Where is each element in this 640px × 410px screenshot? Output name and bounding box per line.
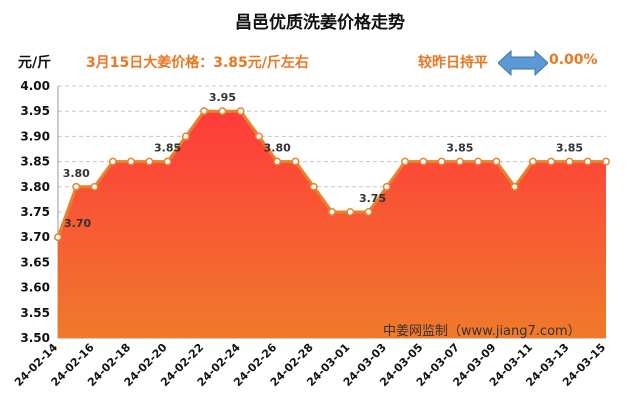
x-axis-ticks: 24-02-1424-02-1624-02-1824-02-2024-02-22… — [12, 341, 608, 389]
data-point — [437, 157, 446, 166]
data-point — [309, 182, 318, 191]
data-point — [346, 208, 355, 216]
y-tick-label: 3.90 — [20, 129, 50, 143]
double-arrow-icon — [498, 50, 548, 76]
data-point — [547, 157, 556, 166]
change-percent: 0.00% — [549, 52, 598, 68]
area-fill — [58, 111, 606, 338]
data-point — [218, 107, 227, 116]
data-point — [254, 132, 263, 141]
data-point — [474, 157, 483, 166]
y-tick-label: 3.60 — [20, 281, 50, 295]
data-label: 3.70 — [64, 217, 91, 230]
compare-label: 较昨日持平 — [418, 55, 488, 71]
data-point — [72, 182, 81, 191]
data-labels: 3.70 3.80 3.85 3.95 3.80 3.75 3.85 3.85 — [63, 91, 583, 230]
data-point — [382, 182, 391, 191]
data-point — [565, 157, 574, 166]
unit-label: 元/斤 — [18, 55, 52, 71]
data-point — [492, 157, 501, 166]
y-tick-label: 3.50 — [20, 331, 50, 345]
y-tick-label: 3.55 — [20, 306, 50, 320]
y-tick-label: 3.75 — [20, 205, 50, 219]
data-point — [364, 208, 373, 216]
data-point — [455, 157, 464, 166]
data-point — [273, 157, 282, 166]
area-shape — [58, 111, 606, 338]
data-point — [510, 182, 519, 191]
data-point — [401, 157, 410, 166]
data-point — [54, 233, 62, 242]
y-tick-label: 3.85 — [20, 155, 50, 169]
data-point — [200, 107, 209, 116]
data-point — [419, 157, 428, 166]
price-note: 3月15日大姜价格：3.85元/斤左右 — [86, 55, 309, 71]
y-tick-label: 3.70 — [20, 230, 50, 244]
chart-title: 昌邑优质洗姜价格走势 — [235, 13, 405, 33]
data-point — [291, 157, 300, 166]
data-point — [127, 157, 136, 166]
y-tick-label: 4.00 — [20, 79, 50, 93]
data-label: 3.85 — [446, 142, 473, 155]
data-label: 3.95 — [209, 91, 236, 104]
data-point — [181, 132, 190, 141]
data-label: 3.80 — [264, 142, 291, 155]
data-point — [108, 157, 117, 166]
data-point — [602, 157, 610, 166]
data-point — [145, 157, 154, 166]
data-point — [163, 157, 172, 166]
data-point — [328, 208, 336, 216]
data-label: 3.85 — [154, 142, 181, 155]
data-point — [236, 107, 245, 116]
data-point — [583, 157, 592, 166]
watermark: 中姜网监制（www.jiang7.com） — [383, 324, 581, 339]
data-label: 3.85 — [556, 142, 583, 155]
y-tick-label: 3.95 — [20, 104, 50, 118]
data-points — [54, 107, 610, 242]
data-point — [528, 157, 537, 166]
y-axis-ticks: 3.50 3.55 3.60 3.65 3.70 3.75 3.80 3.85 3.90 3.95… — [20, 79, 50, 345]
y-tick-label: 3.80 — [20, 180, 50, 194]
data-point — [90, 182, 99, 191]
data-label: 3.75 — [359, 192, 386, 205]
data-label: 3.80 — [63, 167, 90, 180]
y-tick-label: 3.65 — [20, 255, 50, 269]
